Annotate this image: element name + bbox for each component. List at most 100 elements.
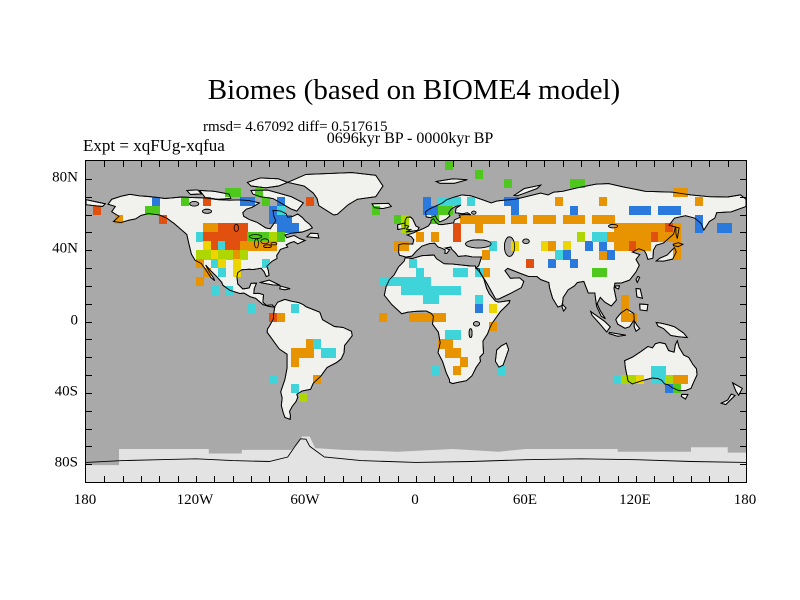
x-axis-tick bbox=[104, 161, 106, 167]
x-axis-tick bbox=[672, 476, 674, 482]
landmass bbox=[561, 302, 567, 312]
y-axis-tick bbox=[86, 196, 92, 198]
landmass bbox=[655, 321, 689, 339]
biome-diff-cell bbox=[636, 232, 644, 242]
biome-diff-cell bbox=[284, 214, 292, 224]
biome-diff-cell bbox=[232, 250, 241, 260]
x-axis-tick bbox=[361, 476, 362, 482]
biome-diff-cell bbox=[445, 205, 454, 215]
landmass bbox=[635, 287, 644, 299]
biome-diff-cell bbox=[445, 348, 454, 358]
x-axis-tick bbox=[269, 161, 271, 167]
y-axis-tick bbox=[86, 375, 92, 376]
lake-outline bbox=[233, 223, 239, 232]
biome-diff-cell bbox=[628, 375, 637, 385]
biome-diff-cell bbox=[614, 232, 622, 242]
x-axis-tick bbox=[342, 161, 344, 167]
biome-diff-cell bbox=[423, 196, 432, 207]
x-axis-tick bbox=[232, 476, 234, 482]
y-axis-tick bbox=[86, 428, 92, 430]
biome-diff-cell bbox=[394, 241, 402, 251]
stats-readout: rmsd= 4.67092 diff= 0.517615 bbox=[203, 119, 388, 135]
biome-diff-cell bbox=[672, 250, 681, 260]
x-axis-tick bbox=[562, 476, 564, 482]
biome-diff-cell bbox=[218, 259, 226, 269]
landmass bbox=[614, 285, 621, 290]
y-axis-tick bbox=[740, 375, 746, 376]
biome-diff-cell bbox=[423, 285, 432, 296]
biome-diff-cell bbox=[467, 214, 476, 224]
biome-diff-cell bbox=[474, 303, 483, 314]
biome-diff-cell bbox=[313, 339, 322, 349]
biome-diff-cell bbox=[210, 241, 219, 251]
x-axis-tick bbox=[122, 161, 124, 167]
x-axis-tick bbox=[599, 161, 601, 167]
biome-diff-cell bbox=[416, 312, 424, 322]
x-axis-tick bbox=[526, 161, 527, 167]
biome-diff-cell bbox=[232, 232, 241, 242]
biome-diff-cell bbox=[504, 196, 512, 207]
biome-diff-cell bbox=[511, 214, 520, 224]
biome-diff-cell bbox=[203, 250, 212, 260]
x-axis-tick bbox=[691, 161, 692, 167]
biome-diff-cell bbox=[291, 348, 300, 358]
biome-diff-cell bbox=[628, 312, 637, 322]
landmass bbox=[198, 189, 232, 200]
biome-diff-cell bbox=[210, 259, 219, 269]
y-axis-tick bbox=[740, 321, 746, 323]
biome-diff-cell bbox=[93, 205, 102, 215]
biome-diff-cell bbox=[452, 285, 461, 296]
x-axis-tick-label: 0 bbox=[411, 492, 419, 508]
biome-diff-cell bbox=[423, 294, 432, 305]
biome-diff-cell bbox=[694, 214, 703, 224]
y-axis-tick bbox=[740, 268, 746, 269]
y-axis-tick-label: 80S bbox=[54, 454, 78, 471]
x-axis-tick bbox=[654, 476, 656, 482]
biome-diff-cell bbox=[606, 214, 615, 224]
lake-outline bbox=[471, 210, 477, 215]
biome-diff-cell bbox=[276, 312, 285, 322]
landmass bbox=[279, 285, 291, 291]
biome-diff-cell bbox=[203, 241, 212, 251]
biome-diff-cell bbox=[401, 241, 410, 251]
landmass bbox=[305, 232, 320, 239]
biome-diff-cell bbox=[628, 232, 637, 242]
biome-diff-cell bbox=[394, 214, 402, 224]
biome-diff-cell bbox=[240, 196, 248, 207]
biome-diff-cell bbox=[636, 241, 644, 251]
biome-diff-cell bbox=[276, 232, 285, 242]
biome-diff-cell bbox=[562, 250, 571, 260]
y-axis-tick bbox=[86, 446, 92, 448]
y-axis-tick bbox=[740, 178, 746, 180]
x-axis-tick bbox=[159, 476, 161, 482]
biome-diff-cell bbox=[196, 276, 204, 287]
biome-diff-cell bbox=[496, 214, 505, 224]
biome-diff-cell bbox=[511, 241, 520, 251]
biome-diff-cell bbox=[408, 259, 417, 269]
biome-diff-cell bbox=[232, 241, 241, 251]
biome-diff-cell bbox=[210, 232, 219, 242]
x-axis-tick-label: 120W bbox=[176, 492, 214, 508]
y-axis-tick bbox=[86, 464, 92, 466]
x-axis-tick-label: 60E bbox=[512, 492, 538, 508]
biome-diff-cell bbox=[291, 303, 300, 314]
x-axis-tick bbox=[544, 161, 546, 167]
biome-diff-cell bbox=[460, 268, 468, 278]
landmass bbox=[639, 303, 649, 312]
x-axis-tick-label: 120E bbox=[619, 492, 651, 508]
x-axis-tick bbox=[416, 476, 417, 482]
x-axis-tick bbox=[636, 161, 637, 167]
figure-title: Biomes (based on BIOME4 model) bbox=[207, 74, 621, 106]
biome-diff-cell bbox=[320, 348, 329, 358]
lake-outline bbox=[465, 239, 492, 249]
biome-diff-cell bbox=[540, 241, 549, 251]
biome-diff-cell bbox=[438, 196, 446, 207]
biome-diff-cell bbox=[489, 241, 498, 251]
biome-diff-cell bbox=[328, 348, 336, 358]
biome-diff-cell bbox=[614, 375, 622, 385]
biome-diff-cell bbox=[614, 241, 622, 251]
landmass bbox=[680, 393, 689, 400]
biome-diff-cell bbox=[115, 214, 124, 224]
biome-diff-cell bbox=[438, 205, 446, 215]
x-axis-tick bbox=[727, 476, 729, 482]
